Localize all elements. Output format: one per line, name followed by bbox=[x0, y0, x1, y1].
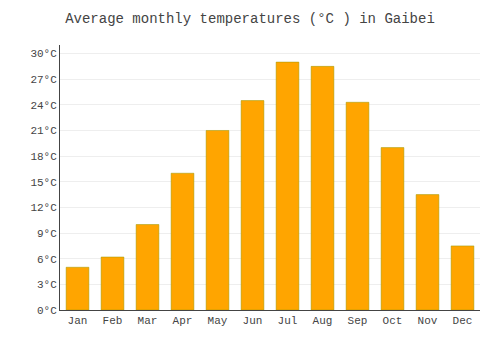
svg-text:3°C: 3°C bbox=[37, 279, 57, 291]
svg-text:Jun: Jun bbox=[243, 315, 263, 327]
svg-text:18°C: 18°C bbox=[30, 151, 57, 163]
svg-text:0°C: 0°C bbox=[37, 305, 57, 317]
svg-text:Dec: Dec bbox=[453, 315, 473, 327]
svg-text:6°C: 6°C bbox=[37, 254, 57, 266]
svg-text:Average monthly temperatures (: Average monthly temperatures (°C ) in Ga… bbox=[65, 11, 435, 27]
svg-text:Sep: Sep bbox=[348, 315, 368, 327]
svg-text:15°C: 15°C bbox=[30, 177, 57, 189]
svg-text:May: May bbox=[208, 315, 228, 327]
svg-text:12°C: 12°C bbox=[30, 202, 57, 214]
svg-text:9°C: 9°C bbox=[37, 228, 57, 240]
svg-text:24°C: 24°C bbox=[30, 100, 57, 112]
svg-text:27°C: 27°C bbox=[30, 74, 57, 86]
svg-text:Apr: Apr bbox=[173, 315, 193, 327]
svg-text:Nov: Nov bbox=[418, 315, 438, 327]
svg-text:Feb: Feb bbox=[103, 315, 123, 327]
svg-text:30°C: 30°C bbox=[30, 48, 57, 60]
svg-text:Aug: Aug bbox=[313, 315, 333, 327]
svg-text:Mar: Mar bbox=[138, 315, 158, 327]
svg-text:Jul: Jul bbox=[278, 315, 298, 327]
svg-text:Oct: Oct bbox=[383, 315, 403, 327]
svg-text:21°C: 21°C bbox=[30, 125, 57, 137]
svg-text:Jan: Jan bbox=[68, 315, 88, 327]
